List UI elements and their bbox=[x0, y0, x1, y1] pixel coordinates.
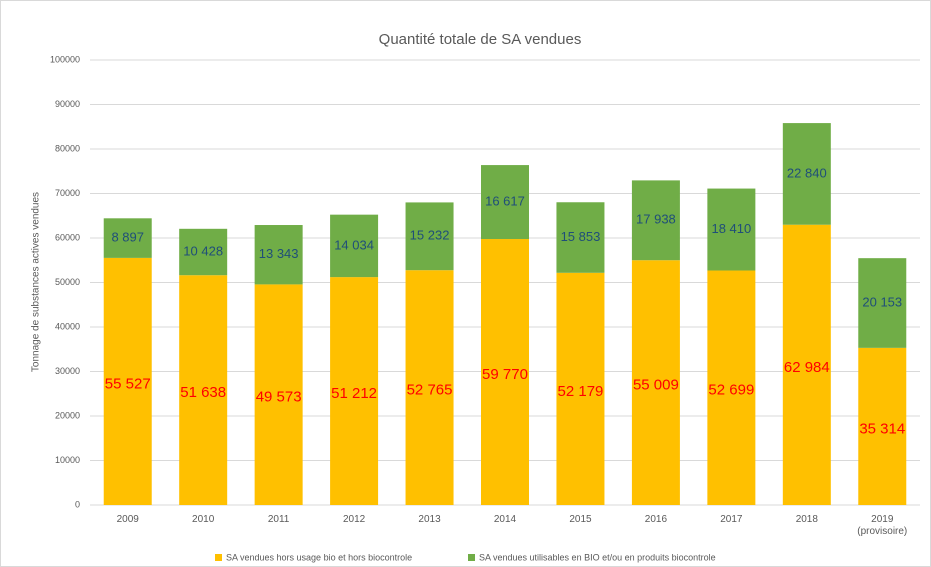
value-label: 52 699 bbox=[708, 382, 754, 399]
y-tick-label: 100000 bbox=[50, 54, 80, 64]
bar-segment bbox=[707, 270, 756, 505]
y-tick-label: 30000 bbox=[55, 366, 80, 376]
bar-segment bbox=[782, 123, 831, 225]
value-label: 15 232 bbox=[410, 228, 450, 243]
y-tick-label: 10000 bbox=[55, 455, 80, 465]
bar-segment bbox=[858, 258, 907, 348]
x-tick-label: 2015 bbox=[569, 514, 592, 525]
x-tick-label: 2016 bbox=[644, 514, 668, 525]
value-label: 22 840 bbox=[787, 165, 827, 180]
bar-segment bbox=[103, 218, 152, 258]
y-tick-label: 40000 bbox=[55, 321, 80, 331]
bar-segment bbox=[481, 165, 529, 240]
bar-segment bbox=[631, 260, 680, 505]
bar-segment bbox=[707, 188, 756, 271]
value-label: 18 410 bbox=[711, 221, 751, 236]
chart-title: Quantité totale de SA vendues bbox=[379, 31, 582, 48]
legend-swatch bbox=[215, 554, 222, 561]
legend-label: SA vendues utilisables en BIO et/ou en p… bbox=[479, 552, 716, 562]
value-label: 55 527 bbox=[105, 375, 151, 392]
value-label: 49 573 bbox=[256, 389, 302, 406]
bar-segment bbox=[254, 284, 303, 505]
y-axis-label: Tonnage de substances actives vendues bbox=[31, 192, 42, 372]
bar-segment bbox=[631, 180, 680, 261]
bar-segment bbox=[405, 270, 454, 505]
x-tick-label: 2009 bbox=[116, 514, 139, 525]
y-tick-label: 70000 bbox=[55, 188, 80, 198]
value-label: 59 770 bbox=[482, 366, 528, 383]
x-tick-label: 2010 bbox=[192, 514, 215, 525]
x-tick-label: 2012 bbox=[342, 514, 366, 525]
value-label: 13 343 bbox=[259, 246, 299, 261]
x-tick-label: 2019 (provisoire) bbox=[857, 514, 908, 537]
x-tick-label: 2018 bbox=[795, 514, 818, 525]
bar-segment bbox=[330, 214, 379, 278]
bar-segment bbox=[556, 202, 605, 273]
value-label: 51 638 bbox=[180, 384, 226, 401]
bar-segment bbox=[858, 347, 907, 505]
value-label: 35 314 bbox=[859, 420, 905, 437]
bar-segment bbox=[179, 275, 228, 505]
bar-segment bbox=[556, 272, 605, 505]
value-label: 62 984 bbox=[784, 359, 830, 376]
value-label: 14 034 bbox=[334, 237, 374, 252]
value-label: 55 009 bbox=[633, 377, 679, 394]
value-label: 52 179 bbox=[558, 383, 604, 400]
x-tick-label: 2017 bbox=[720, 514, 743, 525]
y-tick-label: 0 bbox=[75, 499, 80, 509]
value-label: 51 212 bbox=[331, 385, 377, 402]
value-label: 20 153 bbox=[862, 294, 902, 309]
bar-segment bbox=[405, 202, 454, 271]
y-tick-label: 50000 bbox=[55, 277, 80, 287]
value-label: 10 428 bbox=[183, 243, 223, 258]
y-tick-label: 90000 bbox=[55, 99, 80, 109]
value-label: 15 853 bbox=[561, 229, 601, 244]
bar-segment bbox=[179, 228, 228, 276]
x-tick-label: 2013 bbox=[418, 514, 441, 525]
bar-segment bbox=[782, 224, 831, 506]
value-label: 52 765 bbox=[407, 382, 453, 399]
y-tick-label: 60000 bbox=[55, 232, 80, 242]
y-tick-label: 20000 bbox=[55, 410, 80, 420]
legend-swatch bbox=[468, 554, 475, 561]
bar-segment bbox=[254, 225, 303, 285]
bar-segment bbox=[103, 257, 152, 505]
x-tick-label: 2011 bbox=[267, 514, 290, 525]
x-tick-label: 2014 bbox=[493, 514, 517, 525]
bar-segment bbox=[481, 239, 529, 505]
legend-label: SA vendues hors usage bio et hors biocon… bbox=[226, 552, 412, 562]
value-label: 17 938 bbox=[636, 212, 676, 227]
bar-segment bbox=[330, 277, 379, 505]
value-label: 16 617 bbox=[485, 193, 525, 208]
value-label: 8 897 bbox=[111, 230, 144, 245]
y-tick-label: 80000 bbox=[55, 143, 80, 153]
